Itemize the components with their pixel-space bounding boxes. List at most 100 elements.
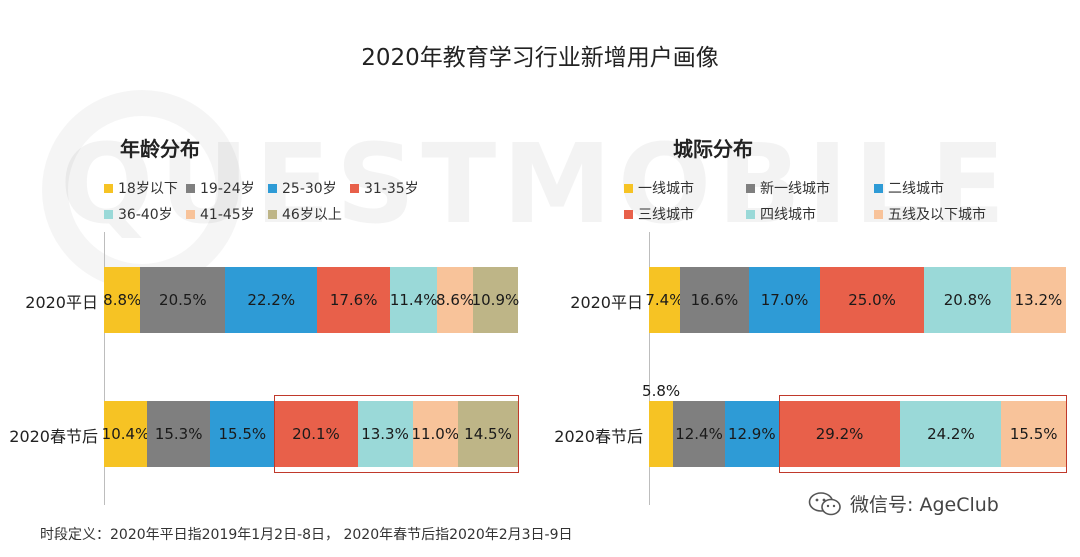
bar-segment [472,267,519,333]
legend-swatch [268,209,277,219]
legend-swatch [104,209,113,219]
bar-segment [924,267,1012,333]
legend-swatch [104,183,113,193]
bar-segment [274,401,359,467]
data-label: 17.6% [329,291,378,309]
legend-item: 四线城市 [746,204,816,224]
bar-segment [390,267,438,333]
legend-swatch [874,209,883,219]
bar-segment [104,401,148,467]
bar-segment [437,267,474,333]
legend-label: 18岁以下 [118,181,178,197]
data-label: 16.6% [690,291,739,309]
highlight-box [778,395,1067,473]
legend-item: 41-45岁 [186,204,255,224]
legend-label: 31-35岁 [364,181,419,197]
chart-title: 城际分布 [673,137,753,161]
bar-segment [679,267,750,333]
bar-segment [673,401,726,467]
wechat-icon [808,491,841,515]
data-label: 15.5% [1009,425,1058,443]
data-label: 8.6% [436,291,475,309]
data-label: 20.5% [159,291,207,309]
legend-label: 46岁以上 [282,207,342,223]
legend-label: 36-40岁 [118,207,173,223]
data-label: 11.4% [389,291,438,309]
legend-label: 三线城市 [638,207,694,223]
bar-segment [147,401,211,467]
category-label: 2020平日 [570,293,643,312]
legend-swatch [746,183,755,193]
legend-item: 31-35岁 [350,178,419,198]
legend-item: 18岁以下 [104,178,178,198]
data-label: 22.2% [247,291,296,309]
data-label: 13.3% [361,425,409,443]
data-label: 11.0% [411,425,460,443]
bar-segment [225,267,318,333]
category-label: 2020春节后 [9,427,98,446]
legend-label: 一线城市 [638,181,694,197]
wechat-badge: 微信号: AgeClub [808,490,999,517]
legend-item: 二线城市 [874,178,944,198]
data-label: 17.0% [760,291,809,309]
bar-segment [724,401,780,467]
legend-swatch [624,183,633,193]
bar-segment [458,401,519,467]
bar-segment [317,267,391,333]
bar-segment [649,267,681,333]
data-label: 24.2% [927,425,975,443]
category-label: 2020平日 [25,293,98,312]
legend-label: 25-30岁 [282,181,337,197]
data-label: 5.8% [642,382,681,400]
legend-label: 19-24岁 [200,181,255,197]
bar-segment [900,401,1002,467]
bar-segment [357,401,414,467]
legend-item: 36-40岁 [104,204,173,224]
category-label: 2020春节后 [554,427,643,446]
legend-item: 三线城市 [624,204,694,224]
data-label: 10.4% [101,425,150,443]
data-label: 15.3% [154,425,203,443]
data-label: 8.8% [103,291,142,309]
age-distribution-panel: 年龄分布 18岁以下 19-24岁 25-30岁 31-35岁 36-40岁 41-45岁 4… [0,0,540,520]
bar-segment [210,401,275,467]
legend-item: 新一线城市 [746,178,830,198]
legend-item: 25-30岁 [268,178,337,198]
city-distribution-panel: 城际分布 一线城市 新一线城市 二线城市 三线城市 四线城市 五线及以下城市 2020平日 7.… [554,137,1067,505]
legend-label: 二线城市 [888,181,944,197]
data-label: 12.9% [727,425,776,443]
data-label: 13.2% [1014,291,1063,309]
data-label: 10.9% [471,291,520,309]
legend-item: 46岁以上 [268,204,342,224]
legend-swatch [186,183,195,193]
legend-swatch [624,209,633,219]
bar-segment [1001,401,1067,467]
legend-swatch [746,209,755,219]
highlight-box [274,395,519,473]
legend-swatch [268,183,277,193]
data-label: 25.0% [848,291,896,309]
data-label: 20.1% [292,425,340,443]
legend-swatch [186,209,195,219]
data-label: 20.8% [943,291,992,309]
footnote: 时段定义：2020年平日指2019年1月2日-8日， 2020年春节后指2020… [40,527,573,543]
data-label: 7.4% [645,291,684,309]
bar-segment [778,401,901,467]
bar-segment [649,401,674,467]
legend-swatch [874,183,883,193]
legend-label: 四线城市 [760,207,816,223]
bar-segment [1010,267,1067,333]
wechat-label: 微信号: AgeClub [850,494,999,516]
legend-label: 41-45岁 [200,207,255,223]
legend-item: 19-24岁 [186,178,255,198]
bar-segment [412,401,459,467]
legend-item: 一线城市 [624,178,694,198]
bar-segment [749,267,821,333]
data-label: 14.5% [464,425,512,443]
bar-segment [140,267,226,333]
chart-title: 年龄分布 [120,137,200,161]
bar-segment [104,267,141,333]
legend-swatch [350,183,359,193]
data-label: 29.2% [815,425,864,443]
data-label: 15.5% [218,425,267,443]
